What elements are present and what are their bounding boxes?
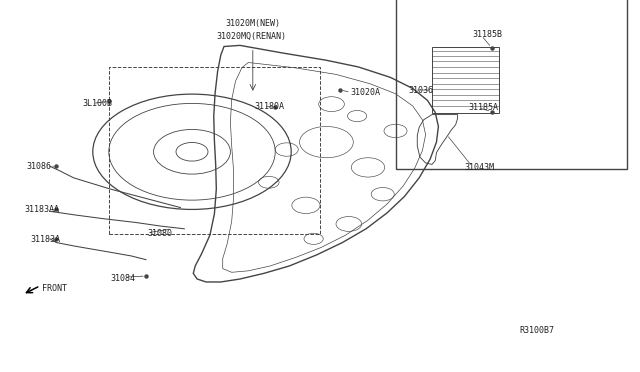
Text: 31084: 31084 <box>110 274 135 283</box>
Bar <box>432 46 499 113</box>
Text: 31183AA: 31183AA <box>24 205 60 214</box>
Text: 31020A: 31020A <box>351 88 381 97</box>
Text: 31180A: 31180A <box>255 102 285 111</box>
Text: 31183A: 31183A <box>31 235 61 244</box>
Text: 31020M(NEW): 31020M(NEW) <box>225 19 280 28</box>
Text: 31036: 31036 <box>408 86 433 94</box>
Text: 31020MQ(RENAN): 31020MQ(RENAN) <box>216 32 286 41</box>
Text: 31086: 31086 <box>27 162 52 171</box>
Text: 31080: 31080 <box>147 229 172 238</box>
Bar <box>109 67 320 234</box>
Text: 31185A: 31185A <box>468 103 499 112</box>
Text: FRONT: FRONT <box>42 284 67 293</box>
Bar <box>396 0 627 169</box>
Text: 31185B: 31185B <box>472 30 502 39</box>
Text: 3L100B: 3L100B <box>82 99 112 108</box>
Text: 31043M: 31043M <box>465 163 495 172</box>
Text: R3100B7: R3100B7 <box>520 326 555 335</box>
